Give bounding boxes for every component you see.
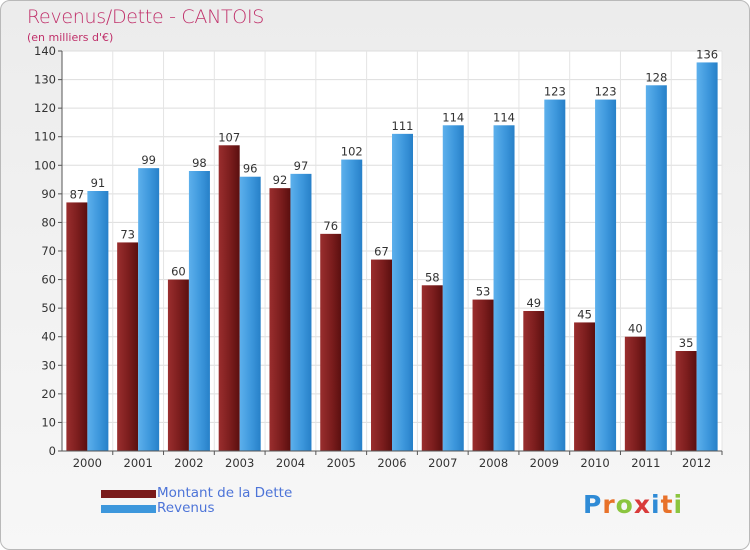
logo-letter: t [660,490,674,519]
bar-revenus [239,176,261,451]
data-label-revenus: 91 [91,176,106,190]
data-label-debt: 60 [171,265,186,279]
y-tick-label: 30 [41,358,56,372]
x-tick-label: 2005 [327,456,356,470]
legend-swatch-debt [101,490,156,498]
y-tick-label: 80 [41,215,56,229]
chart-title: Revenus/Dette - CANTOIS [27,6,265,28]
x-tick-label: 2002 [174,456,203,470]
data-label-debt: 35 [679,336,694,350]
legend-swatch-revenus [101,505,156,513]
chart-subtitle: (en milliers d'€) [27,31,114,44]
data-label-revenus: 123 [544,85,566,99]
y-tick-label: 110 [34,130,56,144]
bar-debt [675,351,697,451]
data-label-revenus: 123 [595,85,617,99]
data-label-revenus: 97 [294,159,309,173]
data-label-revenus: 96 [243,162,258,176]
data-label-debt: 73 [120,227,135,241]
x-tick-label: 2012 [682,456,711,470]
bar-revenus [290,173,312,451]
bar-revenus [188,171,210,451]
bar-debt [421,285,443,451]
x-tick-label: 2011 [631,456,660,470]
data-label-debt: 67 [374,245,389,259]
bar-revenus [442,125,464,452]
bar-revenus [544,99,566,452]
y-tick-label: 60 [41,273,56,287]
bar-debt [320,233,342,451]
bar-debt [269,188,291,451]
data-label-debt: 45 [577,307,592,321]
logo-letter: i [673,490,684,519]
data-label-revenus: 102 [341,145,363,159]
y-tick-label: 90 [41,187,56,201]
y-tick-label: 70 [41,244,56,258]
logo-letter: i [651,490,661,519]
bar-debt [218,145,240,452]
bar-revenus [595,99,617,452]
bar-debt [167,279,189,451]
x-tick-label: 2009 [530,456,559,470]
data-label-revenus: 111 [392,119,414,133]
x-tick-label: 2006 [377,456,406,470]
x-tick-label: 2004 [276,456,305,470]
data-label-revenus: 128 [645,70,667,84]
bar-debt [624,336,646,451]
data-label-debt: 87 [70,187,85,201]
y-tick-label: 20 [41,387,56,401]
bar-revenus [645,85,667,452]
bar-revenus [696,62,718,452]
y-tick-label: 120 [34,101,56,115]
data-label-debt: 40 [628,322,643,336]
bar-debt [472,299,494,451]
y-tick-label: 40 [41,330,56,344]
logo-letter: o [615,490,634,519]
bar-revenus [138,168,160,451]
x-tick-label: 2001 [124,456,153,470]
bar-revenus [392,133,413,451]
y-tick-label: 140 [34,44,56,58]
x-tick-label: 2003 [225,456,254,470]
data-label-debt: 53 [476,285,491,299]
x-tick-label: 2008 [479,456,508,470]
logo-letter: x [633,490,651,519]
data-label-revenus: 99 [141,153,156,167]
x-tick-label: 2007 [428,456,457,470]
data-label-debt: 92 [273,173,288,187]
data-label-debt: 58 [425,270,440,284]
x-tick-label: 2000 [73,456,102,470]
bar-revenus [341,159,363,452]
y-tick-label: 10 [41,415,56,429]
y-tick-label: 100 [34,158,56,172]
bar-debt [574,322,596,451]
bar-revenus [493,125,515,452]
data-label-revenus: 136 [696,47,718,61]
logo-letter: r [602,490,616,519]
bar-revenus [87,191,109,451]
bar-debt [66,202,88,451]
bar-debt [523,311,545,451]
y-tick-label: 50 [41,301,56,315]
y-tick-label: 130 [34,73,56,87]
data-label-revenus: 114 [493,110,515,124]
bar-debt [371,259,392,451]
legend-label-revenus: Revenus [157,500,215,516]
data-label-revenus: 114 [442,110,464,124]
legend-label-debt: Montant de la Dette [157,485,293,501]
data-label-debt: 49 [526,296,541,310]
proxiti-logo: Proxiti [583,490,683,519]
logo-letter: P [583,490,603,519]
data-label-debt: 76 [323,219,338,233]
data-label-revenus: 98 [192,156,207,170]
x-tick-label: 2010 [580,456,609,470]
y-tick-label: 0 [49,444,56,458]
data-label-debt: 107 [218,130,240,144]
bar-debt [117,242,139,451]
